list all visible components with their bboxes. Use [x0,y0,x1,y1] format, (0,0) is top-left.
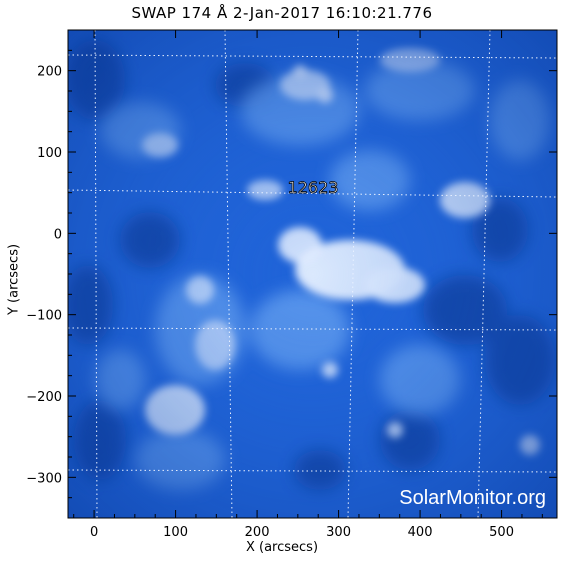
x-tick-label: 500 [489,525,514,540]
x-axis: 0 100 200 300 400 500 [73,30,543,540]
x-tick-label: 400 [408,525,433,540]
solarmonitor-watermark: SolarMonitor.org [399,487,546,509]
y-tick-label: −200 [26,390,62,405]
x-axis-label: X (arcsecs) [245,540,319,555]
x-tick-label: 0 [90,525,98,540]
euv-image [68,30,557,518]
x-tick-label: 300 [326,525,351,540]
image-title: SWAP 174 Å 2-Jan-2017 16:10:21.776 [131,4,433,22]
x-tick-label: 100 [163,525,188,540]
active-region-label: 12623 [288,178,339,197]
y-tick-label: 200 [37,65,62,80]
coordinate-grid [68,30,557,518]
x-tick-label: 200 [245,525,270,540]
y-tick-label: −300 [26,471,62,486]
y-tick-label: 100 [37,146,62,161]
y-tick-label: −100 [26,309,62,324]
y-tick-label: 0 [54,227,62,242]
y-axis-label: Y (arcsecs) [6,243,22,316]
y-axis: 200 100 0 −100 −200 −300 [26,29,557,499]
